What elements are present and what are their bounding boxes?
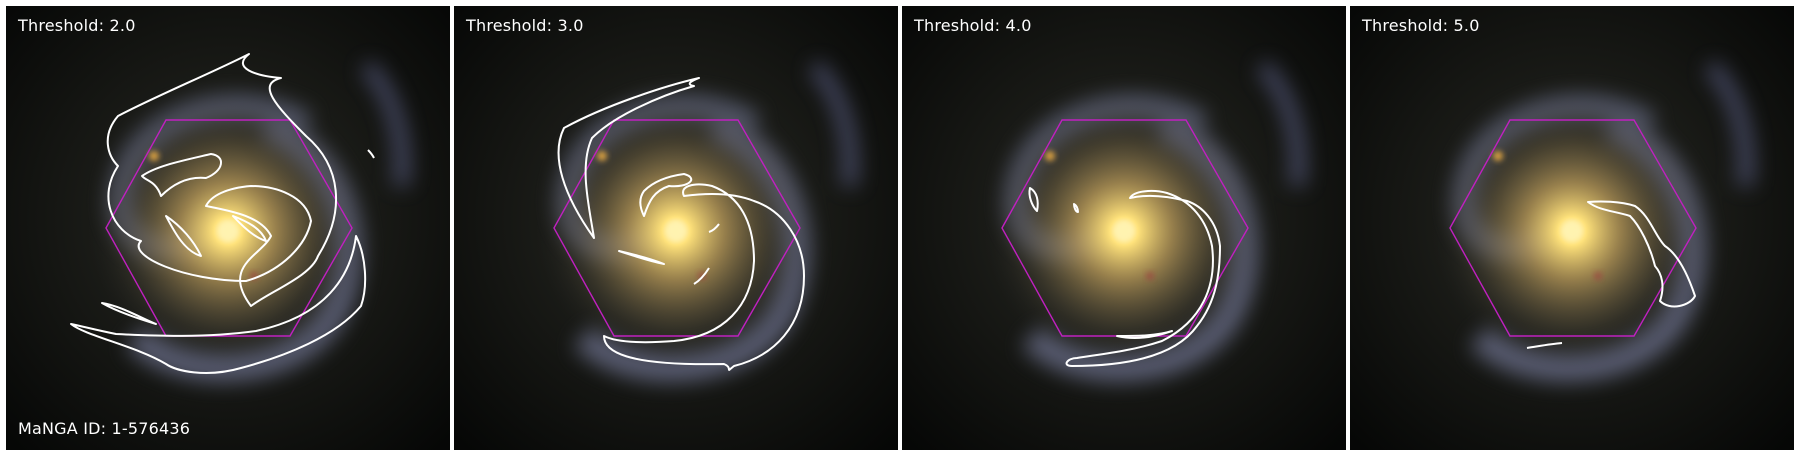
panel-threshold-3: Threshold: 3.0 — [454, 6, 898, 450]
panel-threshold-4: Threshold: 4.0 — [902, 6, 1346, 450]
galaxy-image — [6, 6, 450, 450]
arm-contours — [557, 77, 805, 371]
galaxy-image — [902, 6, 1346, 450]
panel-threshold-2: Threshold: 2.0 MaNGA ID: 1-576436 — [6, 6, 450, 450]
threshold-label: Threshold: 5.0 — [1362, 16, 1480, 35]
threshold-label: Threshold: 2.0 — [18, 16, 136, 35]
galaxy-image — [1350, 6, 1794, 450]
ifu-hexagon — [1001, 119, 1249, 337]
arm-contours — [1526, 200, 1696, 349]
arm-contours — [1028, 187, 1221, 367]
threshold-label: Threshold: 4.0 — [914, 16, 1032, 35]
arm-contours — [70, 53, 375, 374]
panel-threshold-5: Threshold: 5.0 — [1350, 6, 1794, 450]
galaxy-image — [454, 6, 898, 450]
ifu-hexagon — [1449, 119, 1697, 337]
galaxy-id-label: MaNGA ID: 1-576436 — [18, 419, 191, 438]
threshold-label: Threshold: 3.0 — [466, 16, 584, 35]
